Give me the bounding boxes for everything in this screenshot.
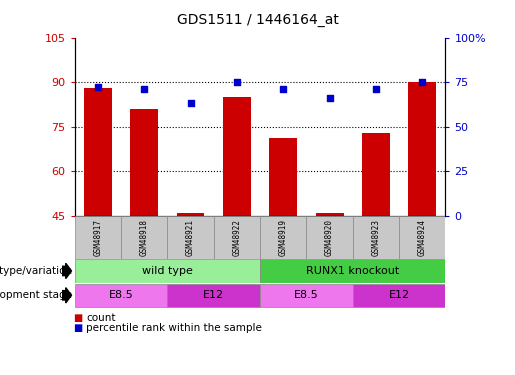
Point xyxy=(140,86,148,92)
Bar xyxy=(408,82,436,349)
Bar xyxy=(399,216,445,259)
Point xyxy=(325,95,334,101)
Text: percentile rank within the sample: percentile rank within the sample xyxy=(86,323,262,333)
Text: GSM48923: GSM48923 xyxy=(371,219,381,256)
Bar xyxy=(260,259,445,283)
Bar xyxy=(260,284,353,307)
FancyArrow shape xyxy=(62,263,72,279)
Bar xyxy=(353,216,399,259)
Bar xyxy=(84,88,112,349)
Point xyxy=(94,84,102,90)
Point xyxy=(372,86,380,92)
Text: GSM48918: GSM48918 xyxy=(140,219,149,256)
Text: development stage: development stage xyxy=(0,290,72,300)
Text: genotype/variation: genotype/variation xyxy=(0,266,72,276)
Bar xyxy=(75,216,121,259)
Text: GDS1511 / 1446164_at: GDS1511 / 1446164_at xyxy=(177,13,338,27)
Text: GSM48921: GSM48921 xyxy=(186,219,195,256)
Bar xyxy=(75,284,167,307)
Point xyxy=(418,79,426,85)
Text: E8.5: E8.5 xyxy=(109,290,133,300)
Bar xyxy=(223,97,251,349)
Bar xyxy=(353,284,445,307)
Bar xyxy=(316,213,344,349)
Text: ■: ■ xyxy=(73,323,82,333)
Bar xyxy=(260,216,306,259)
Text: count: count xyxy=(86,313,115,323)
Text: E12: E12 xyxy=(203,290,225,300)
Point xyxy=(279,86,287,92)
Text: GSM48919: GSM48919 xyxy=(279,219,288,256)
Bar xyxy=(306,216,353,259)
Text: E8.5: E8.5 xyxy=(294,290,319,300)
Bar xyxy=(214,216,260,259)
Text: wild type: wild type xyxy=(142,266,193,276)
Text: GSM48924: GSM48924 xyxy=(418,219,427,256)
Text: GSM48917: GSM48917 xyxy=(93,219,102,256)
Text: ■: ■ xyxy=(73,313,82,323)
Bar xyxy=(130,109,158,349)
Bar xyxy=(167,216,214,259)
Point xyxy=(233,79,241,85)
Bar xyxy=(75,259,260,283)
Bar xyxy=(362,132,390,349)
Bar xyxy=(269,138,297,349)
Text: RUNX1 knockout: RUNX1 knockout xyxy=(306,266,400,276)
Point xyxy=(186,100,195,106)
Bar xyxy=(167,284,260,307)
Text: GSM48920: GSM48920 xyxy=(325,219,334,256)
Text: GSM48922: GSM48922 xyxy=(232,219,242,256)
Bar xyxy=(177,213,204,349)
FancyArrow shape xyxy=(62,288,72,303)
Bar xyxy=(121,216,167,259)
Text: E12: E12 xyxy=(388,290,410,300)
